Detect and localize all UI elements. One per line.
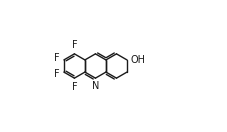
Text: F: F bbox=[71, 40, 77, 50]
Text: F: F bbox=[54, 69, 59, 79]
Text: F: F bbox=[71, 82, 77, 92]
Text: F: F bbox=[54, 53, 59, 63]
Text: OH: OH bbox=[130, 55, 145, 65]
Text: N: N bbox=[91, 81, 99, 91]
